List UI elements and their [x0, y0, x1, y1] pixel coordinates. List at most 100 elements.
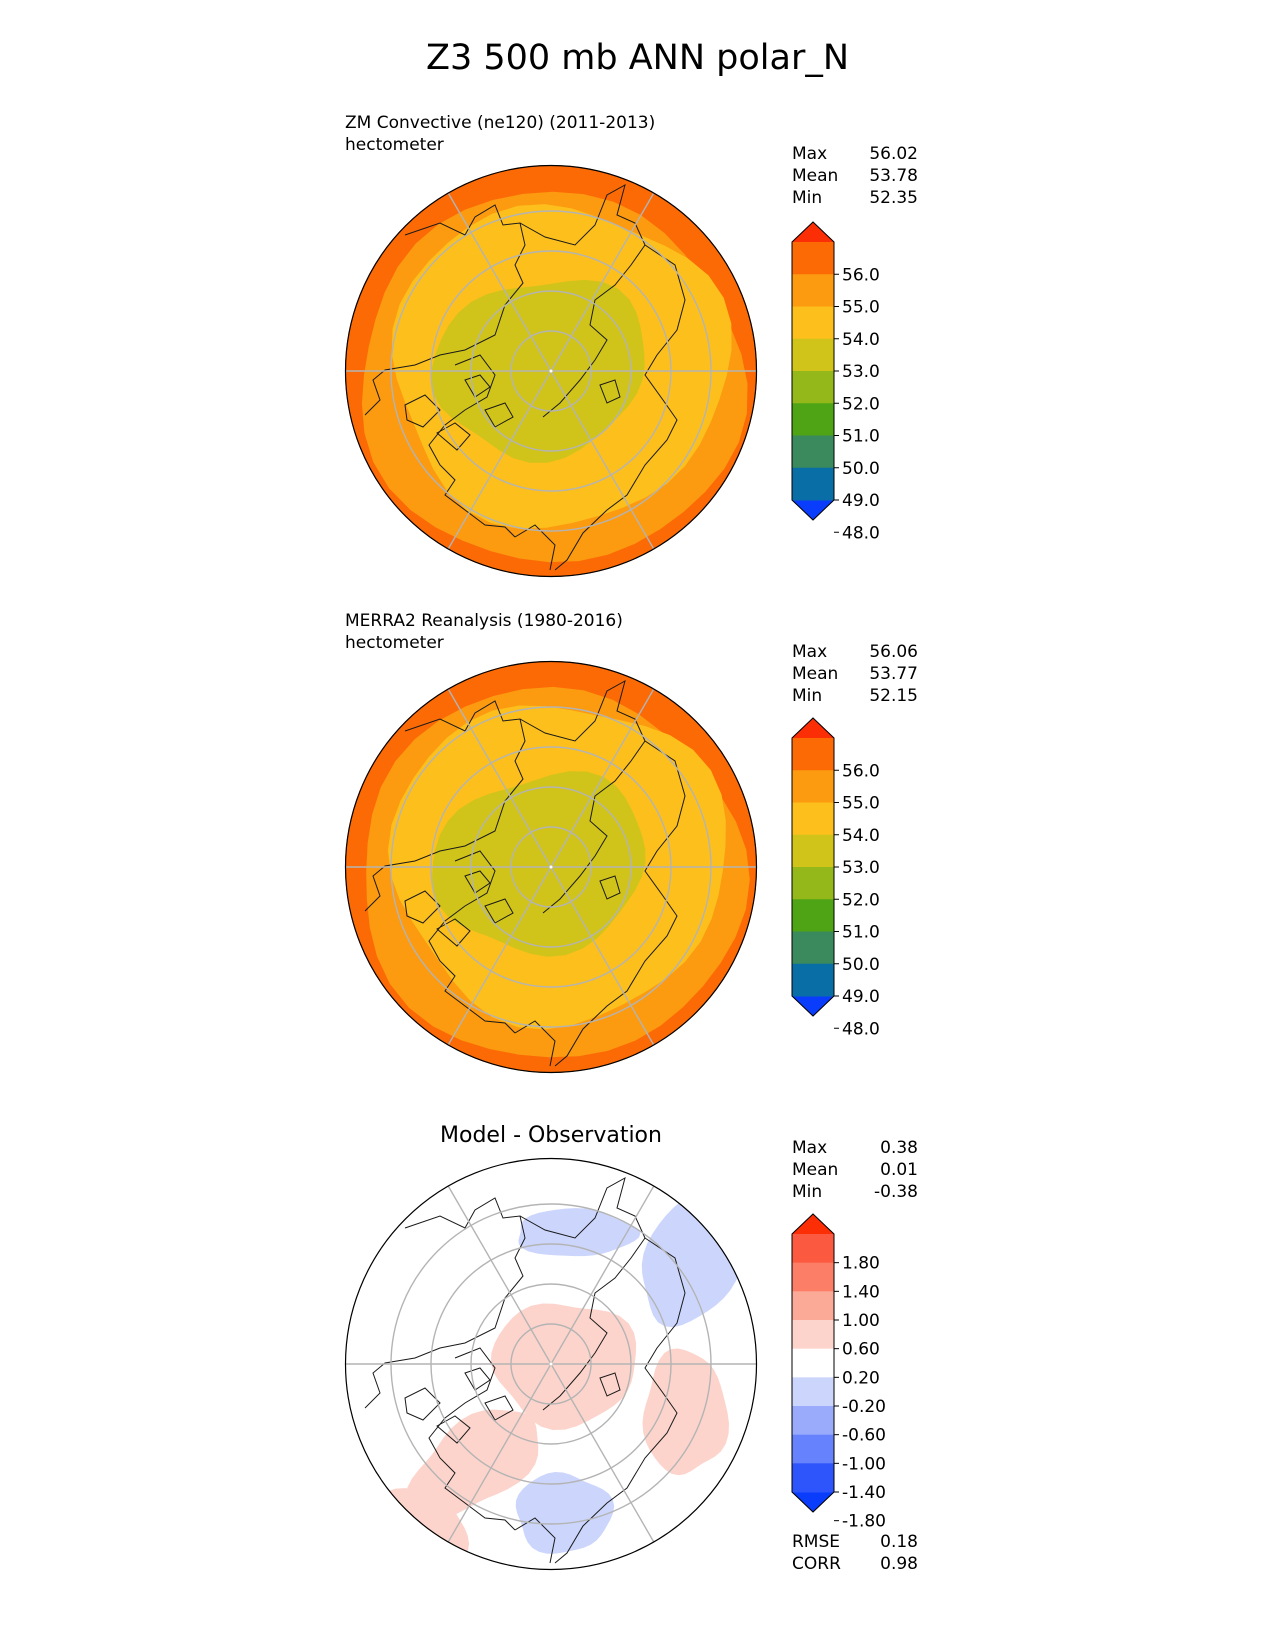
meridian-line: [550, 688, 655, 868]
panel3-colorbar-segment: [792, 1320, 834, 1350]
panel2-colorbar-tick-label: 55.0: [842, 794, 880, 814]
coastline-segment: [364, 204, 526, 416]
coastline-segment: [404, 890, 441, 924]
panel1-stats: Max 56.02 Mean 53.78 Min 52.35: [792, 143, 918, 209]
panel1-polar-map: [344, 164, 758, 578]
panel3-colorbar-tick-label: 0.20: [842, 1368, 880, 1388]
coastline-segment: [484, 402, 514, 428]
panel2-colorbar-extend-max: [792, 718, 834, 738]
panel2-stat-mean-key: Mean: [792, 664, 839, 684]
coastline-segment: [599, 875, 621, 900]
coastline-segment: [464, 374, 491, 398]
graticule: [345, 192, 757, 550]
panel1-colorbar-tick-label: 55.0: [842, 298, 880, 318]
panel2-colorbar-tick-label: 51.0: [842, 923, 880, 943]
meridian-line: [447, 1363, 552, 1543]
panel1-colorbar-tick-label: 49.0: [842, 491, 880, 511]
panel3-colorbar-segment: [792, 1377, 834, 1407]
panel1-colorbar-tick-label: 56.0: [842, 265, 880, 285]
coastline-segment: [599, 1372, 621, 1397]
panel1-colorbar-tick-label: 52.0: [842, 394, 880, 414]
panel3-colorbar-segment: [792, 1262, 834, 1292]
panel1-colorbar-tick-label: 48.0: [842, 523, 880, 543]
panel3-stat-mean: 0.01: [880, 1160, 918, 1180]
panel2-colorbar-segment: [792, 770, 834, 803]
panel3-colorbar-tick-label: -1.00: [842, 1454, 886, 1474]
panel3-colorbar-tick-label: 0.60: [842, 1340, 880, 1360]
panel3-stat-min-key: Min: [792, 1182, 823, 1202]
panel1-colorbar-extend-min: [792, 500, 834, 520]
panel2-colorbar-segment: [792, 963, 834, 997]
panel1-colorbar-segment: [792, 467, 834, 501]
panel1-colorbar-segment: [792, 274, 834, 307]
panel3-stat-max: 0.38: [880, 1138, 918, 1158]
panel3-colorbar-tick-label: -1.80: [842, 1512, 886, 1532]
panel3-colorbar-segment: [792, 1463, 834, 1493]
panel3-rmse: 0.18: [880, 1532, 918, 1552]
coastline-segment: [436, 1415, 471, 1444]
panel1-colorbar-segment: [792, 306, 834, 340]
coastline-segment: [364, 1197, 526, 1409]
graticule: [345, 688, 757, 1046]
panel1-stat-mean-key: Mean: [792, 166, 839, 186]
panel1-stat-mean: 53.78: [869, 166, 918, 186]
panel3-stat-max-key: Max: [792, 1138, 828, 1158]
panel3-stat-mean-key: Mean: [792, 1160, 839, 1180]
panel2-colorbar-tick-label: 54.0: [842, 826, 880, 846]
pole-marker: [549, 1362, 553, 1366]
panel1-colorbar-segment: [792, 403, 834, 436]
coastline-segment: [519, 183, 646, 418]
meridian-line: [550, 1363, 655, 1543]
panel3-colorbar-segment: [792, 1234, 834, 1264]
panel1-colorbar-segment: [792, 435, 834, 469]
panel2-label: MERRA2 Reanalysis (1980-2016) hectometer: [345, 610, 623, 654]
panel3-polar-map: [344, 1157, 758, 1571]
positive-region: [642, 1348, 729, 1476]
map-border: [344, 660, 758, 1074]
panel2-colorbar-tick-label: 56.0: [842, 761, 880, 781]
panel3-colorbar-segment: [792, 1348, 834, 1378]
panel2-colorbar-segment: [792, 867, 834, 900]
coastline-segment: [428, 354, 516, 538]
panel1-colorbar-tick-label: 54.0: [842, 330, 880, 350]
panel3-colorbar-segment: [792, 1291, 834, 1321]
coastline-segment: [519, 1176, 646, 1411]
coastline-segment: [428, 850, 516, 1034]
panel1-colorbar-segment: [792, 242, 834, 275]
coastline-segment: [404, 394, 441, 428]
panel1-stat-max: 56.02: [869, 144, 918, 164]
panel1-colorbar-tick-label: 53.0: [842, 362, 880, 382]
panel3-colorbar-tick-label: 1.00: [842, 1311, 880, 1331]
panel2-colorbar-tick-label: 48.0: [842, 1019, 880, 1039]
meridian-line: [550, 1185, 655, 1365]
panel2-stat-min: 52.15: [869, 686, 918, 706]
meridian-line: [550, 370, 655, 550]
coastlines: [364, 183, 686, 571]
coastline-segment: [484, 1395, 514, 1421]
meridian-line: [447, 1185, 552, 1365]
meridian-line: [447, 866, 552, 1046]
panel2-stat-max-key: Max: [792, 642, 828, 662]
panel1-colorbar-extend-max: [792, 222, 834, 242]
panel2-colorbar-segment: [792, 899, 834, 932]
pole-marker: [549, 369, 553, 373]
figure-title: Z3 500 mb ANN polar_N: [425, 38, 850, 78]
panel3-corr: 0.98: [880, 1554, 918, 1574]
panel2-stat-mean: 53.77: [869, 664, 918, 684]
panel2-case: MERRA2 Reanalysis (1980-2016): [345, 611, 623, 631]
coastline-segment: [514, 1020, 556, 1067]
graticule: [345, 1185, 757, 1543]
panel2-colorbar-segment: [792, 834, 834, 868]
panel3-rmse-key: RMSE: [792, 1532, 841, 1552]
positive-region: [406, 1409, 539, 1519]
panel1-stat-max-key: Max: [792, 144, 828, 164]
panel2-colorbar-segment: [792, 802, 834, 836]
coastline-segment: [436, 918, 471, 947]
panel2-stat-max: 56.06: [869, 642, 918, 662]
panel2-colorbar-segment: [792, 738, 834, 771]
meridian-line: [447, 370, 552, 550]
panel3-colorbar-tick-label: 1.40: [842, 1282, 880, 1302]
panel3-stat-min: -0.38: [874, 1182, 918, 1202]
panel3-colorbar-extend-max: [792, 1214, 834, 1234]
coastline-segment: [484, 898, 514, 924]
